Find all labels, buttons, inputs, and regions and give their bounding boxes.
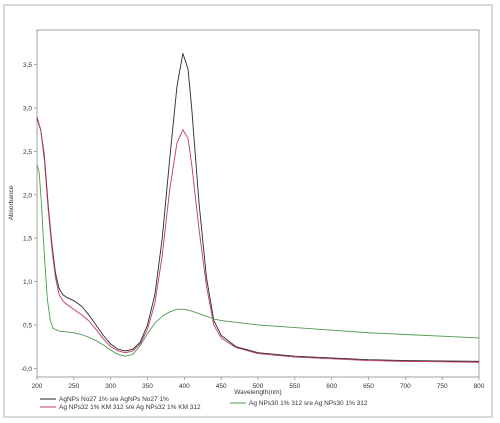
x-tick-label: 300 bbox=[105, 383, 116, 390]
y-tick-label: 3,5 bbox=[23, 62, 32, 69]
y-tick-label: -0,0 bbox=[21, 366, 33, 373]
legend-label: AgNPs No27 1% sre AgNPs No27 1% bbox=[59, 396, 169, 403]
x-tick-label: 800 bbox=[474, 383, 485, 390]
legend-label: Ag NPs32 1% KM 312 sre Ag NPs32 1% KM 31… bbox=[59, 404, 201, 411]
x-tick-label: 700 bbox=[400, 383, 411, 390]
x-tick-label: 600 bbox=[326, 383, 337, 390]
y-tick-label: 2,5 bbox=[23, 149, 32, 156]
y-axis-ticks: -0,0 0,5 1,0 1,5 2,0 2,5 3,0 3,5 bbox=[21, 62, 37, 373]
x-axis-label: Wavelength(nm) bbox=[234, 389, 281, 396]
y-tick-label: 2,0 bbox=[23, 192, 32, 199]
y-tick-label: 0,5 bbox=[23, 322, 32, 329]
x-tick-label: 350 bbox=[142, 383, 153, 390]
y-tick-label: 3,0 bbox=[23, 106, 32, 113]
x-tick-label: 650 bbox=[363, 383, 374, 390]
y-axis-label: Absorbance bbox=[8, 185, 15, 220]
y-tick-label: 1,0 bbox=[23, 279, 32, 286]
series-lines bbox=[36, 52, 480, 363]
plot-area bbox=[36, 29, 480, 378]
legend: AgNPs No27 1% sre AgNPs No27 1%Ag NPs32 … bbox=[40, 396, 368, 411]
series-line-1 bbox=[36, 52, 480, 362]
series-line-3 bbox=[36, 164, 480, 357]
x-tick-label: 500 bbox=[253, 383, 264, 390]
legend-label: Ag NPs30 1% 312 sre Ag NPs30 1% 312 bbox=[249, 400, 368, 407]
x-tick-label: 250 bbox=[68, 383, 79, 390]
x-tick-label: 450 bbox=[216, 383, 227, 390]
x-axis-ticks: 200 250 300 350 400 450 500 550 600 650 700 750 800 bbox=[32, 377, 485, 390]
x-tick-label: 750 bbox=[437, 383, 448, 390]
x-tick-label: 550 bbox=[289, 383, 300, 390]
series-line-2 bbox=[36, 116, 480, 363]
x-tick-label: 200 bbox=[32, 383, 43, 390]
y-tick-label: 1,5 bbox=[23, 236, 32, 243]
x-tick-label: 400 bbox=[179, 383, 190, 390]
